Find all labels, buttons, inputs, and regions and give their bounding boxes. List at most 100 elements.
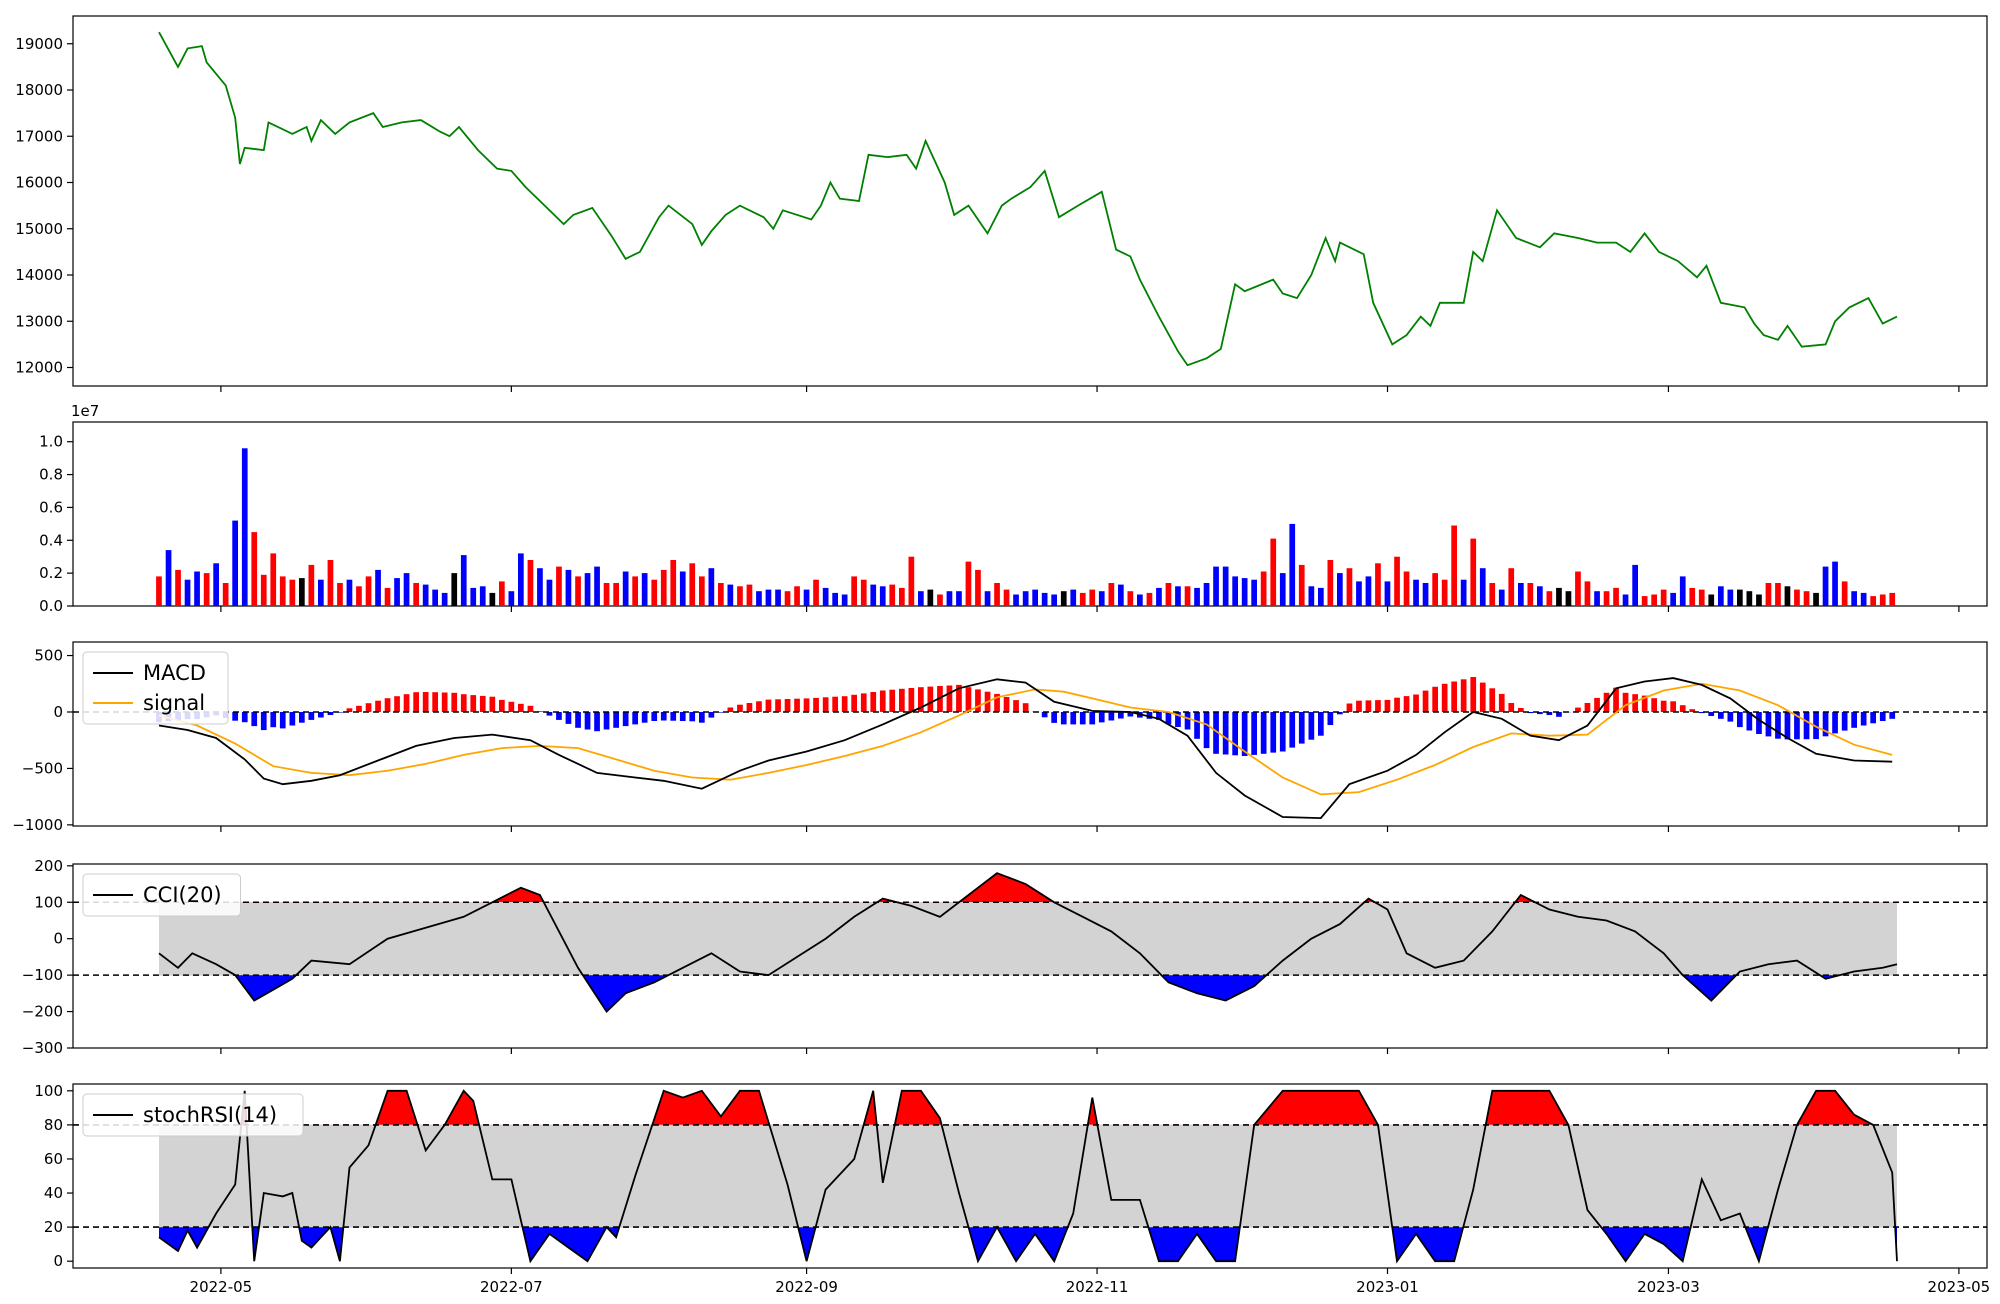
volume-bar	[937, 595, 943, 607]
volume-bar	[1156, 588, 1162, 606]
volume-bar	[1175, 586, 1181, 606]
volume-bar	[1775, 583, 1781, 606]
volume-bar	[737, 586, 743, 606]
stochrsi-ytick-label: 20	[44, 1218, 63, 1236]
volume-bar	[423, 585, 429, 606]
macd-histogram-bar	[1042, 712, 1048, 717]
volume-bar	[537, 568, 543, 606]
volume-bar	[156, 576, 162, 606]
price-ytick-label: 17000	[15, 127, 63, 145]
volume-bar	[251, 532, 257, 606]
macd-histogram-bar	[270, 712, 276, 727]
volume-ytick-label: 0.6	[39, 498, 63, 516]
volume-bar	[375, 570, 381, 606]
volume-ytick-label: 1.0	[39, 433, 63, 451]
volume-bar	[1813, 593, 1819, 606]
price-line	[159, 32, 1897, 365]
date-tick-label: 2022-09	[775, 1278, 838, 1296]
volume-bar	[670, 560, 676, 606]
volume-bar	[1661, 590, 1667, 606]
macd-histogram-bar	[1832, 712, 1838, 733]
macd-histogram-bar	[804, 698, 810, 712]
volume-bar	[556, 567, 562, 606]
macd-histogram-bar	[689, 712, 695, 721]
macd-histogram-bar	[1785, 712, 1791, 739]
macd-histogram-bar	[1023, 703, 1029, 712]
macd-histogram-bar	[1680, 705, 1686, 712]
macd-histogram-bar	[766, 700, 772, 712]
macd-histogram-bar	[1880, 712, 1886, 721]
volume-bar	[1261, 572, 1267, 607]
volume-ytick-label: 0.2	[39, 564, 63, 582]
volume-bar	[1289, 524, 1295, 606]
stochrsi-neutral-band	[159, 1125, 1897, 1227]
volume-bar	[594, 567, 600, 606]
volume-bar	[785, 591, 791, 606]
volume-bar	[1270, 539, 1276, 606]
volume-bar	[1842, 581, 1848, 606]
stochrsi-ytick-label: 80	[44, 1116, 63, 1134]
macd-ytick-label: 500	[34, 647, 63, 665]
volume-bar	[1080, 593, 1086, 606]
volume-bar	[585, 573, 591, 606]
macd-histogram-bar	[1004, 697, 1010, 712]
volume-bar	[394, 578, 400, 606]
volume-bar	[1137, 595, 1143, 607]
date-tick-label: 2023-03	[1637, 1278, 1700, 1296]
macd-histogram-bar	[1623, 693, 1629, 712]
volume-bar	[851, 576, 857, 606]
volume-bar	[166, 550, 172, 606]
macd-histogram-bar	[451, 693, 457, 712]
macd-histogram-bar	[1223, 712, 1229, 755]
volume-bar	[232, 521, 238, 606]
price-ytick-label: 12000	[15, 359, 63, 377]
volume-bar	[966, 562, 972, 606]
macd-histogram-bar	[642, 712, 648, 723]
volume-bar	[175, 570, 181, 606]
volume-bar	[1566, 591, 1572, 606]
macd-histogram-bar	[775, 699, 781, 712]
volume-bar	[1299, 565, 1305, 606]
macd-histogram-bar	[280, 712, 286, 728]
volume-bar	[1794, 590, 1800, 606]
volume-bar	[899, 588, 905, 606]
volume-bar	[1432, 573, 1438, 606]
volume-bar	[718, 583, 724, 606]
cci-ytick-label: −100	[22, 966, 63, 984]
volume-bar	[1423, 583, 1429, 606]
price-ytick-label: 18000	[15, 81, 63, 99]
volume-bar	[575, 576, 581, 606]
volume-bar	[204, 573, 210, 606]
macd-histogram-bar	[1651, 698, 1657, 712]
volume-bar	[870, 585, 876, 606]
volume-bar	[470, 588, 476, 606]
macd-histogram-bar	[1394, 698, 1400, 712]
macd-histogram-bar	[290, 712, 296, 726]
volume-bar	[490, 593, 496, 606]
volume-bar	[1689, 588, 1695, 606]
volume-bar	[1489, 583, 1495, 606]
volume-bar	[775, 590, 781, 606]
macd-histogram-bar	[299, 712, 305, 723]
macd-histogram-bar	[699, 712, 705, 723]
volume-ytick-label: 0.0	[39, 597, 63, 615]
volume-bar	[1147, 593, 1153, 606]
macd-histogram-bar	[1442, 684, 1448, 712]
volume-bar	[1337, 573, 1343, 606]
macd-histogram-bar	[1480, 683, 1486, 712]
volume-bar	[1708, 595, 1714, 607]
volume-bar	[404, 573, 410, 606]
macd-histogram-bar	[842, 696, 848, 712]
volume-bar	[270, 553, 276, 606]
macd-histogram-bar	[480, 696, 486, 712]
price-ytick-label: 14000	[15, 266, 63, 284]
macd-histogram-bar	[709, 712, 715, 718]
volume-bar	[1804, 591, 1810, 606]
volume-bar	[823, 588, 829, 606]
macd-histogram-bar	[1470, 677, 1476, 712]
macd-histogram-bar	[1204, 712, 1210, 748]
macd-histogram-bar	[242, 712, 248, 722]
macd-histogram-bar	[1670, 701, 1676, 712]
